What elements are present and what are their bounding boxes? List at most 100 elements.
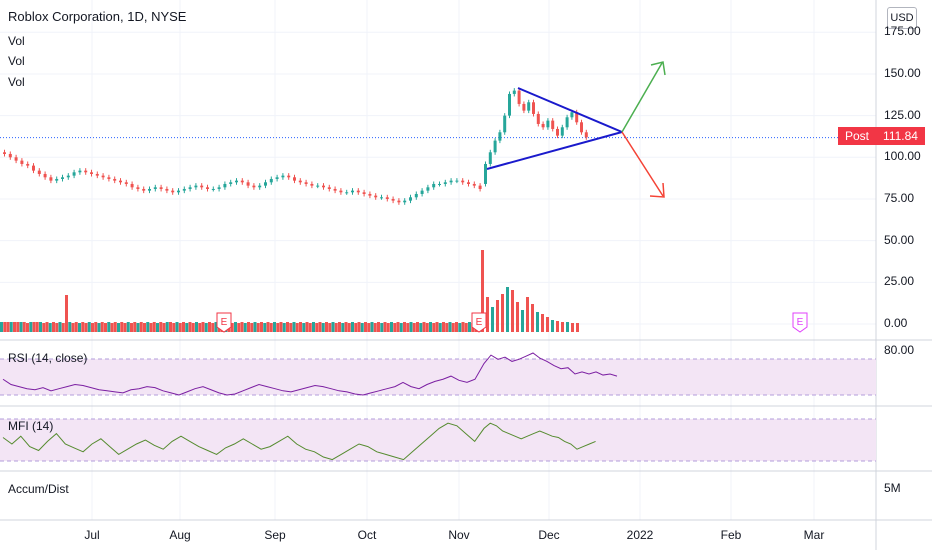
candle-body [136,187,140,189]
volume-bar [120,322,124,332]
volume-bars-group [0,250,579,332]
volume-bar [305,322,309,332]
mfi-label[interactable]: MFI (14) [8,419,54,433]
volume-bar [143,323,146,332]
earnings-marker-icon [216,312,232,333]
volume-bar [26,323,29,332]
volume-bar [464,323,468,332]
volume-bar [32,322,36,332]
last-price-tag: 111.84 [876,127,925,145]
volume-bar [107,322,111,332]
volume-bar [451,323,455,332]
candle-body [14,157,18,161]
volume-bar [445,323,449,332]
candle-body [165,188,169,191]
volume-bar [211,323,215,332]
volume-bar [256,323,260,332]
candle-body [380,197,383,199]
volume-bar [561,322,564,332]
candle-body [432,183,436,188]
volume-bar [35,322,39,332]
volume-bar [331,322,335,332]
x-axis-tick-label: Jul [84,528,100,542]
candle-body [503,115,507,133]
candle-body [556,128,559,136]
candle-body [223,183,227,188]
volume-bar [383,322,387,332]
volume-bar [130,323,133,332]
volume-bar [81,322,85,332]
candle-body [188,187,192,189]
candle-body [403,200,407,203]
candle-body [177,190,180,193]
candle-body [148,188,151,191]
candle-body [345,192,349,194]
candle-body [333,188,337,191]
volume-bar [344,322,348,332]
rsi-label[interactable]: RSI (14, close) [8,351,88,365]
volume-bar [409,322,413,332]
candle-body [84,170,88,173]
candle-body [252,185,256,188]
candle-body [484,163,487,184]
volume-bar [435,322,439,332]
volume-bar [52,322,55,332]
candle-body [438,183,441,185]
triangle-drawing [486,61,666,198]
candle-body [397,200,401,203]
candle-body [532,102,535,114]
currency-button[interactable]: USD [887,7,917,29]
candle-body [420,190,424,194]
volume-label: Vol [8,34,25,48]
candle-body [455,180,459,182]
volume-bar [133,322,137,332]
volume-bar [214,322,218,332]
candle-body [246,182,250,186]
candle-body [426,187,430,191]
volume-bar [169,322,172,332]
volume-bar [260,322,263,332]
volume-bar [198,323,202,332]
earnings-marker-icon [792,312,808,333]
volume-bar [321,323,325,332]
candle-body [281,175,285,178]
volume-bar [429,322,432,332]
candle-body [124,182,128,184]
volume-bar [516,302,519,332]
volume-bar [172,323,176,332]
volume-bar [546,317,549,332]
chart-grid [0,0,877,550]
bullish-arrow-line [621,62,663,133]
volume-bar [61,323,65,332]
volume-bar [58,322,62,332]
volume-bar [386,323,390,332]
volume-bar [289,323,293,332]
candle-body [536,113,540,124]
candle-body [113,178,117,181]
candles-group [3,88,588,205]
volume-bar [312,322,315,332]
candle-body [508,93,511,116]
volume-bar [182,322,185,332]
volume-bar [556,321,559,332]
candle-body [66,175,70,178]
chart-title: Roblox Corporation, 1D, NYSE [8,9,187,24]
volume-bar [240,322,244,332]
volume-bar [406,323,410,332]
candle-body [478,185,482,189]
volume-bar [506,287,509,332]
candle-body [26,163,30,166]
volume-bar [55,323,59,332]
accum-dist-label[interactable]: Accum/Dist [8,482,69,496]
candle-body [61,177,64,179]
candle-body [119,180,122,183]
candle-body [541,123,545,128]
volume-bar [377,322,380,332]
candle-body [560,127,564,136]
volume-bar [110,323,114,332]
volume-bar [188,322,192,332]
candle-body [368,193,372,196]
candle-body [130,183,134,188]
volume-bar [571,323,574,332]
